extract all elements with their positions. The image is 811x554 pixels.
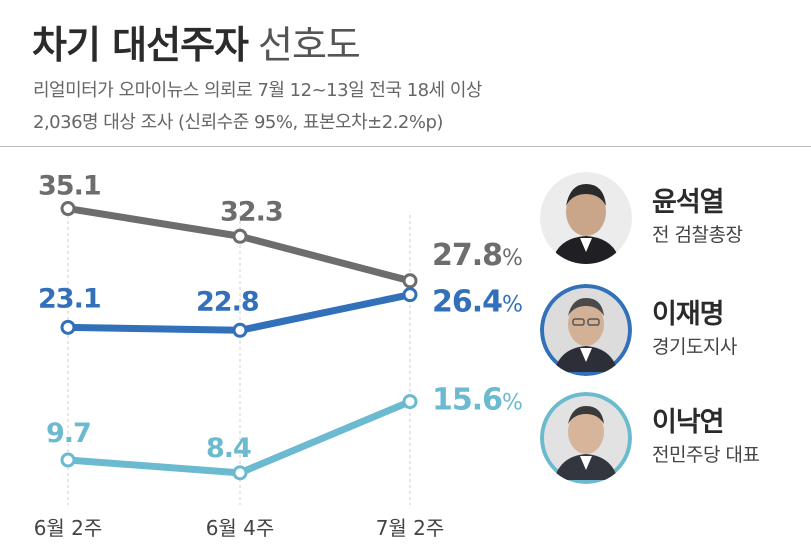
header-divider [0, 146, 811, 147]
data-label-0-2: 27.8% [432, 238, 522, 273]
subtitle-line2: 2,036명 대상 조사 (신뢰수준 95%, 표본오차±2.2%p) [33, 112, 443, 133]
point-0-1 [232, 228, 248, 244]
lee-ny-portrait-icon [540, 392, 632, 484]
point-1-0 [60, 319, 76, 335]
point-2-1 [232, 465, 248, 481]
person-name-lee-jm: 이재명 [652, 299, 725, 330]
person-name-lee-ny: 이낙연 [652, 407, 725, 438]
data-label-0-0: 35.1 [38, 171, 101, 202]
chart-title: 차기 대선주자 선호도 [32, 14, 361, 69]
data-label-2-0: 9.7 [46, 418, 91, 449]
x-tick-label-0: 6월 2주 [34, 516, 103, 540]
x-tick-label-2: 7월 2주 [376, 516, 445, 540]
person-role-lee-jm: 경기도지사 [652, 336, 737, 358]
yoon-portrait-icon [540, 172, 632, 264]
person-role-lee-ny: 전민주당 대표 [652, 444, 760, 466]
x-tick-label-1: 6월 4주 [206, 516, 275, 540]
data-label-2-2: 15.6% [432, 383, 522, 418]
person-name-yoon: 윤석열 [652, 187, 725, 218]
point-0-2 [402, 273, 418, 289]
title-bold: 차기 대선주자 [32, 23, 249, 67]
lee-jm-portrait-icon [540, 284, 632, 376]
data-label-2-1: 8.4 [206, 433, 251, 464]
data-label-1-1: 22.8 [196, 286, 259, 317]
point-2-0 [60, 452, 76, 468]
data-label-1-2: 26.4% [432, 285, 522, 320]
subtitle-line1: 리얼미터가 오마이뉴스 의뢰로 7월 12~13일 전국 18세 이상 [33, 80, 483, 101]
data-label-1-0: 23.1 [38, 283, 101, 314]
person-role-yoon: 전 검찰총장 [652, 224, 743, 246]
title-light: 선호도 [258, 23, 361, 67]
point-1-1 [232, 322, 248, 338]
data-label-0-1: 32.3 [220, 196, 283, 227]
point-2-2 [402, 394, 418, 410]
point-1-2 [402, 287, 418, 303]
point-0-0 [60, 201, 76, 217]
